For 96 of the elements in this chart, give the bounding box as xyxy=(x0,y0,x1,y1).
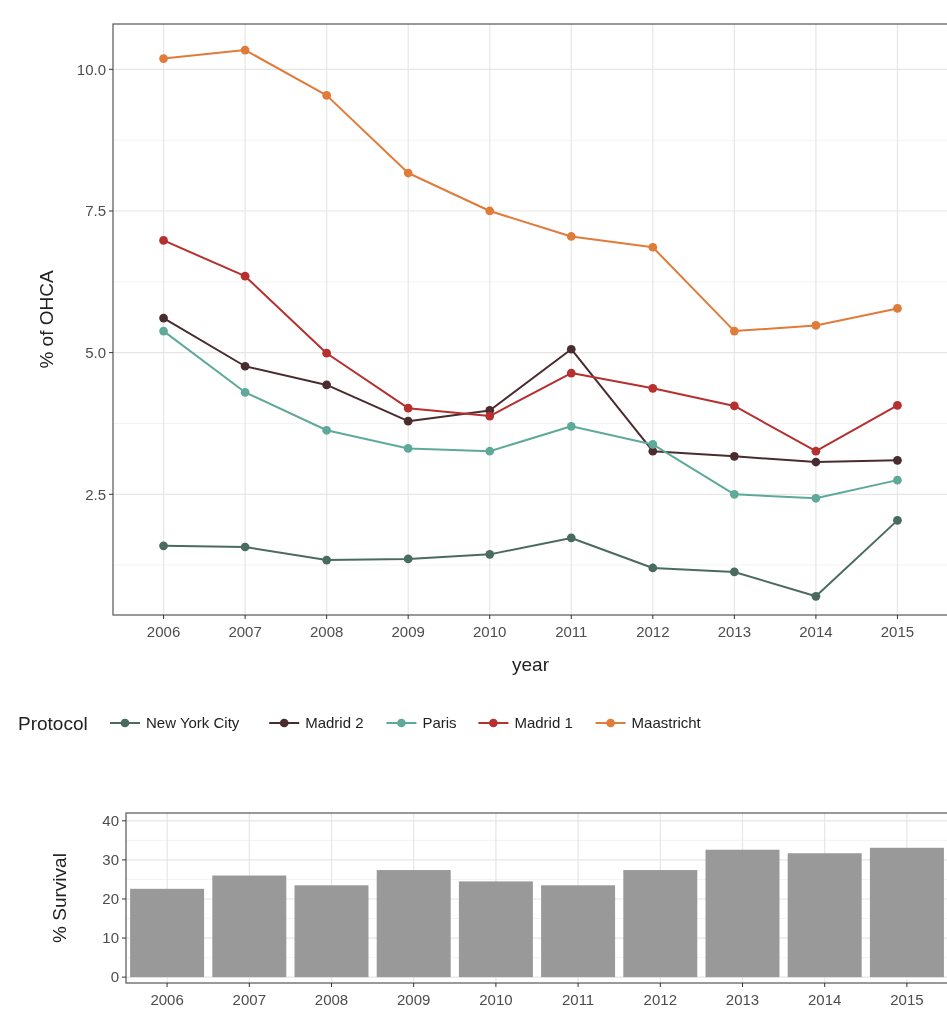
point xyxy=(485,411,495,421)
point xyxy=(566,421,576,431)
point xyxy=(403,403,413,413)
point xyxy=(811,321,821,330)
point xyxy=(811,493,821,503)
x-tick-label: 2011 xyxy=(555,623,588,640)
point xyxy=(240,387,250,397)
bar xyxy=(541,885,616,978)
x-tick-label: 2006 xyxy=(150,991,184,1008)
point xyxy=(159,236,168,245)
y-tick-label: 10.0 xyxy=(76,60,106,78)
legend-label: Paris xyxy=(422,714,457,732)
point xyxy=(811,591,821,601)
point xyxy=(159,54,168,63)
x-tick-label: 2007 xyxy=(228,623,262,640)
point xyxy=(893,475,902,485)
legend-label: New York City xyxy=(146,714,240,732)
point xyxy=(729,326,739,336)
point xyxy=(893,516,902,525)
point xyxy=(240,361,250,371)
point xyxy=(485,206,495,216)
bar xyxy=(294,885,369,978)
point xyxy=(322,555,332,565)
y-tick-label: 7.5 xyxy=(85,202,106,220)
point xyxy=(648,563,658,573)
bar xyxy=(376,870,451,978)
x-tick-label: 2014 xyxy=(808,991,842,1008)
point xyxy=(648,242,658,252)
point xyxy=(403,554,413,564)
point xyxy=(729,567,739,577)
point xyxy=(159,541,168,551)
point xyxy=(240,271,250,281)
bar xyxy=(458,881,533,978)
point xyxy=(566,368,576,378)
bar xyxy=(705,849,780,978)
legend-title: Protocol xyxy=(18,712,88,734)
y-tick-label: 0 xyxy=(110,968,119,986)
point xyxy=(485,446,495,456)
point xyxy=(322,380,332,390)
point xyxy=(159,313,168,323)
y-tick-label: 30 xyxy=(102,851,119,869)
bar xyxy=(869,847,944,978)
point xyxy=(403,416,413,426)
point xyxy=(729,489,739,499)
x-tick-label: 2008 xyxy=(309,623,344,640)
x-tick-label: 2013 xyxy=(717,623,752,640)
point xyxy=(811,446,821,456)
x-tick-label: 2012 xyxy=(643,991,677,1008)
point xyxy=(648,440,658,449)
bar xyxy=(787,853,862,978)
x-tick-label: 2015 xyxy=(890,991,924,1008)
point xyxy=(403,168,413,178)
point xyxy=(893,455,902,465)
x-tick-label: 2007 xyxy=(232,991,266,1008)
point xyxy=(648,383,658,393)
point xyxy=(566,232,576,241)
y-axis-title: % of OHCA xyxy=(36,270,57,369)
point xyxy=(322,425,332,435)
y-tick-label: 20 xyxy=(102,890,119,908)
point xyxy=(159,326,168,336)
x-tick-label: 2012 xyxy=(636,623,670,640)
bar xyxy=(212,875,287,978)
bar xyxy=(623,870,698,978)
x-tick-label: 2006 xyxy=(146,623,181,640)
point xyxy=(322,91,332,100)
x-tick-label: 2008 xyxy=(314,991,349,1008)
point xyxy=(729,401,739,411)
x-tick-label: 2010 xyxy=(479,991,513,1008)
legend-label: Madrid 1 xyxy=(514,714,573,732)
x-tick-label: 2010 xyxy=(473,623,507,640)
point xyxy=(566,533,576,543)
legend-label: Maastricht xyxy=(631,714,702,732)
point xyxy=(322,348,332,358)
point xyxy=(403,444,413,453)
x-tick-label: 2014 xyxy=(799,623,833,640)
x-tick-label: 2011 xyxy=(561,991,595,1008)
legend-label: Madrid 2 xyxy=(305,714,364,732)
point xyxy=(240,45,250,55)
x-tick-label: 2013 xyxy=(725,991,760,1008)
y-tick-label: 40 xyxy=(102,812,119,830)
point xyxy=(485,550,495,559)
x-tick-label: 2009 xyxy=(397,991,431,1008)
x-tick-label: 2015 xyxy=(880,623,915,640)
x-axis-title: year xyxy=(512,654,550,675)
point xyxy=(566,344,576,354)
point xyxy=(893,304,902,313)
y-tick-label: 10 xyxy=(102,929,119,947)
point xyxy=(729,451,739,461)
point xyxy=(240,542,250,552)
y-tick-label: 5.0 xyxy=(85,343,106,361)
bar xyxy=(130,888,205,978)
point xyxy=(811,457,821,467)
y-axis-title: % Survival xyxy=(49,853,70,943)
point xyxy=(893,400,902,410)
x-tick-label: 2009 xyxy=(391,623,425,640)
y-tick-label: 2.5 xyxy=(85,485,106,503)
